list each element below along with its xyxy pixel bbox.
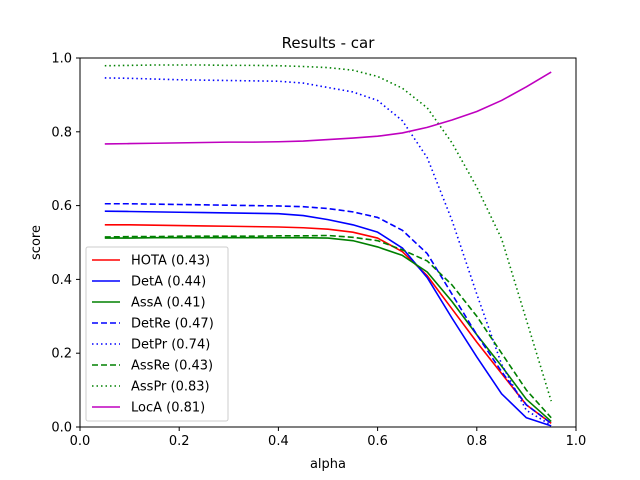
chart-title: Results - car — [282, 34, 376, 52]
y-tick-label: 0.2 — [51, 347, 72, 362]
x-tick-label: 1.0 — [566, 434, 587, 449]
legend-label-7: LocA (0.81) — [131, 401, 205, 416]
x-axis-ticks: 0.0 0.2 0.4 0.6 0.8 1.0 — [70, 427, 587, 449]
x-tick-label: 0.2 — [169, 434, 190, 449]
y-axis-label: score — [29, 225, 44, 260]
x-tick-label: 0.0 — [70, 434, 91, 449]
x-tick-label: 0.6 — [367, 434, 388, 449]
y-tick-label: 0.8 — [51, 125, 72, 140]
series-line-7 — [104, 71, 552, 145]
series-line-2 — [104, 236, 552, 423]
y-tick-label: 0.0 — [51, 421, 72, 436]
legend-box — [85, 246, 229, 422]
y-tick-label: 0.4 — [51, 273, 72, 288]
series-lines — [104, 64, 552, 427]
y-tick-label: 0.6 — [51, 199, 72, 214]
plot-frame — [79, 57, 577, 428]
legend: HOTA (0.43) DetA (0.44) AssA (0.41) DetRe (… — [85, 246, 229, 422]
series-line-0 — [104, 223, 552, 424]
series-line-5 — [104, 234, 552, 419]
x-tick-label: 0.8 — [466, 434, 487, 449]
legend-label-2: AssA (0.41) — [131, 296, 206, 311]
series-line-1 — [104, 210, 552, 427]
legend-label-0: HOTA (0.43) — [131, 254, 210, 269]
legend-label-4: DetPr (0.74) — [131, 338, 210, 353]
y-tick-label: 1.0 — [51, 52, 72, 67]
legend-label-5: AssRe (0.43) — [131, 359, 213, 374]
legend-label-1: DetA (0.44) — [131, 275, 206, 290]
x-axis-label: alpha — [310, 457, 346, 472]
y-axis-ticks: 0.0 0.2 0.4 0.6 0.8 1.0 — [51, 52, 80, 436]
legend-label-3: DetRe (0.47) — [131, 317, 214, 332]
legend-label-6: AssPr (0.83) — [131, 380, 210, 395]
series-line-3 — [104, 202, 552, 424]
x-tick-label: 0.4 — [268, 434, 289, 449]
